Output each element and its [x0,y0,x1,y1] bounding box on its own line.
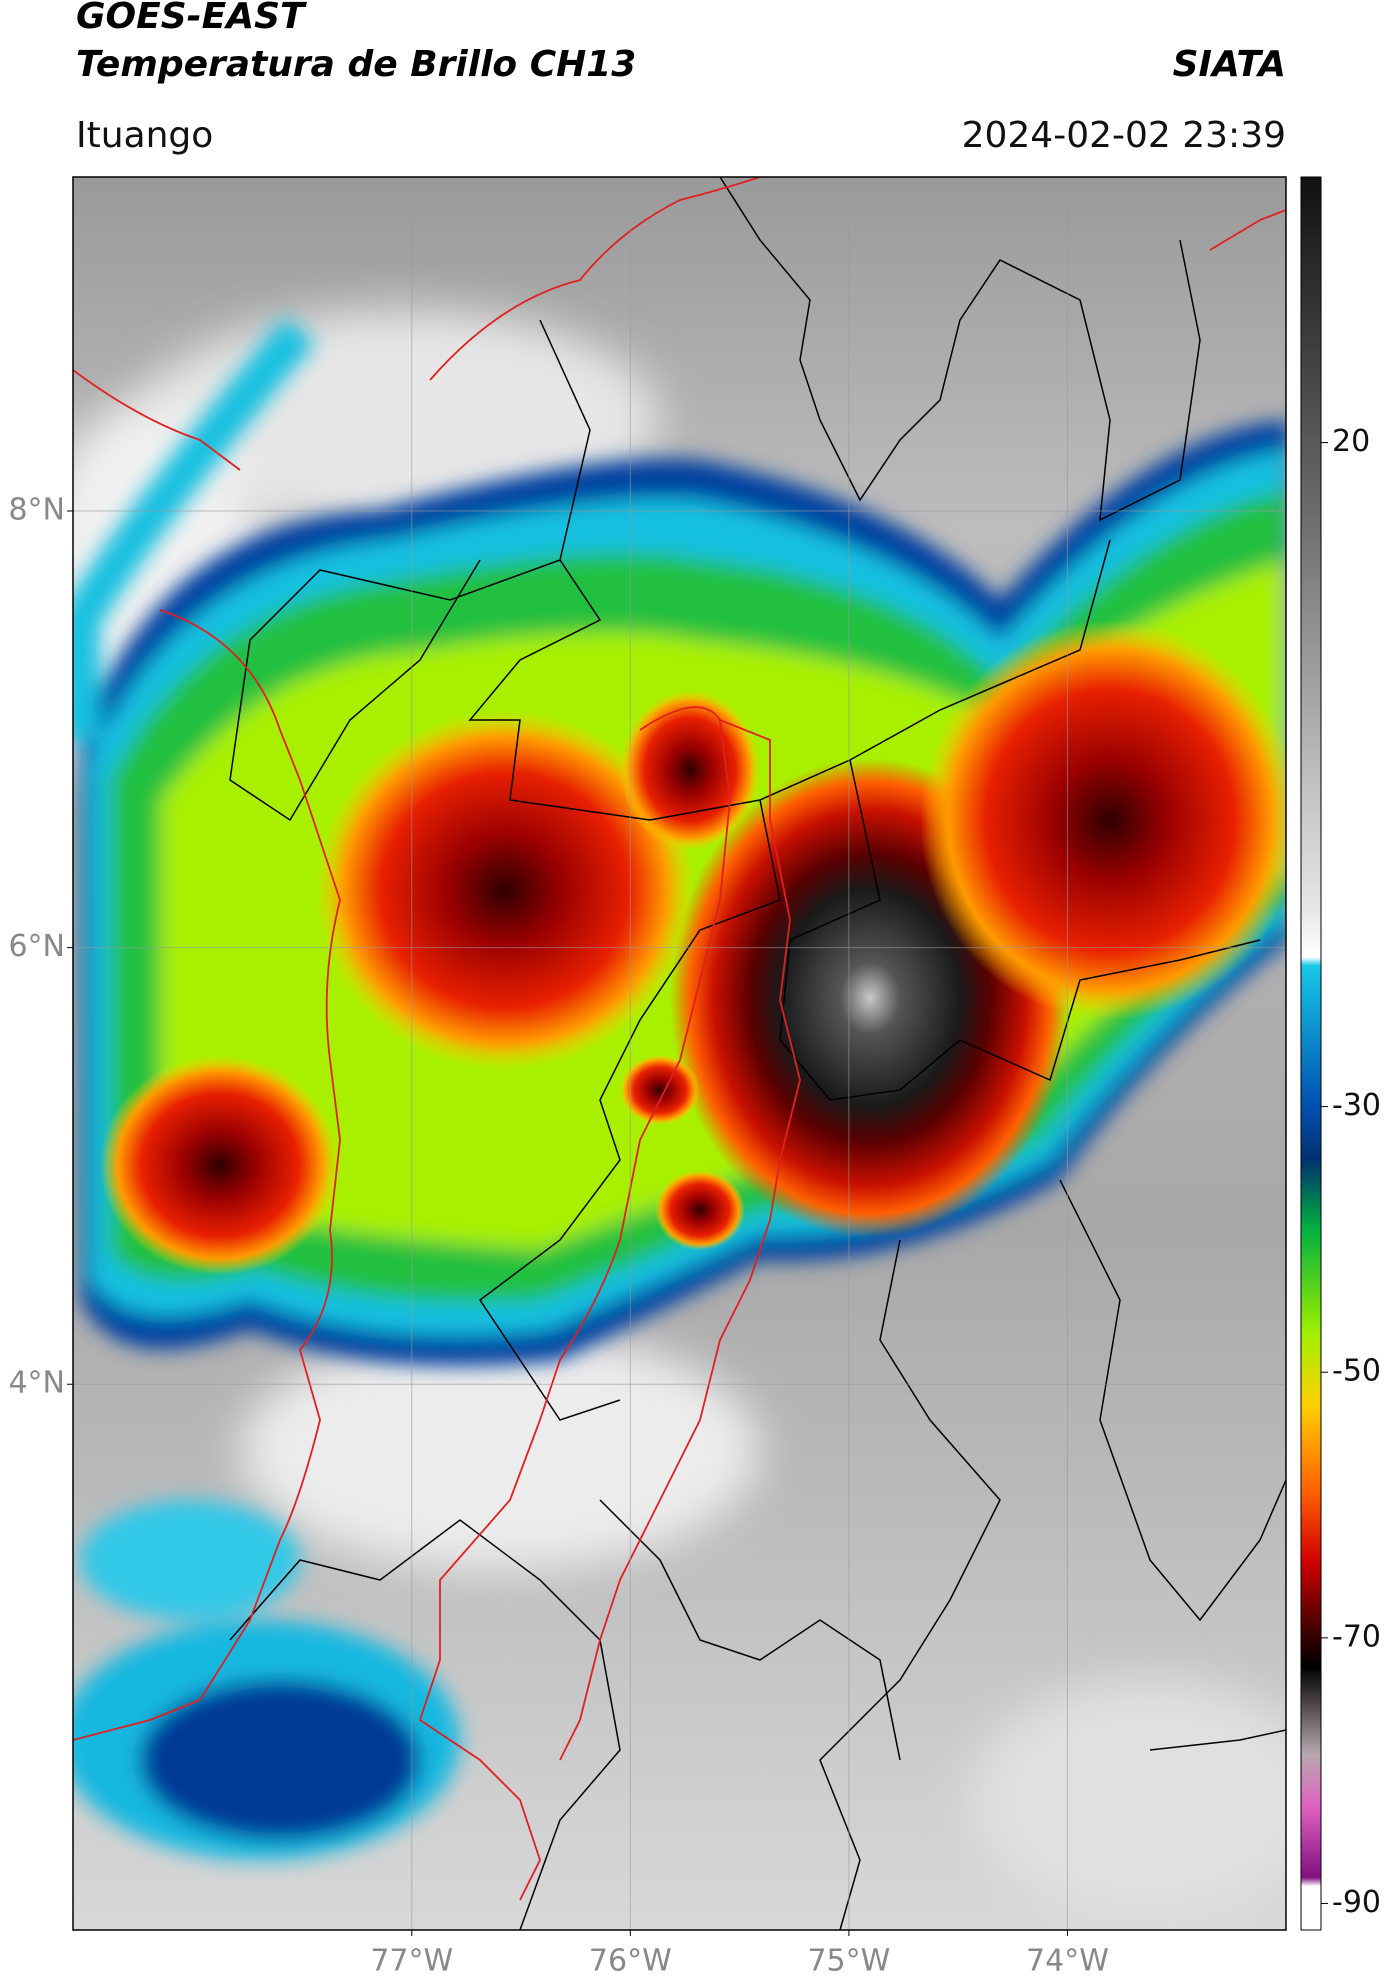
graticule [73,177,1286,1930]
colorbar-tick-label: -30 [1332,1088,1381,1123]
colorbar [1300,176,1322,1931]
lat-tick-label: 4°N [8,1366,65,1401]
lon-tick-label: 77°W [370,1944,453,1979]
satellite-title: GOES-EAST [76,0,307,37]
lon-tick-label: 75°W [807,1944,890,1979]
lat-tick-label: 8°N [8,493,65,528]
agency: SIATA [1173,44,1286,85]
colorbar-tick-label: 20 [1332,424,1370,459]
colorbar-tick-label: -90 [1332,1885,1381,1920]
location: Ituango [76,115,213,156]
lat-tick-label: 6°N [8,929,65,964]
lon-tick-label: 76°W [589,1944,672,1979]
product-title: Temperatura de Brillo CH13 [76,44,636,85]
map-frame [72,176,1287,1931]
datetime: 2024-02-02 23:39 [962,115,1286,156]
colorbar-tick-label: -50 [1332,1354,1381,1389]
lon-tick-label: 74°W [1026,1944,1109,1979]
colorbar-tick-label: -70 [1332,1619,1381,1654]
satellite-image [73,177,1286,1930]
